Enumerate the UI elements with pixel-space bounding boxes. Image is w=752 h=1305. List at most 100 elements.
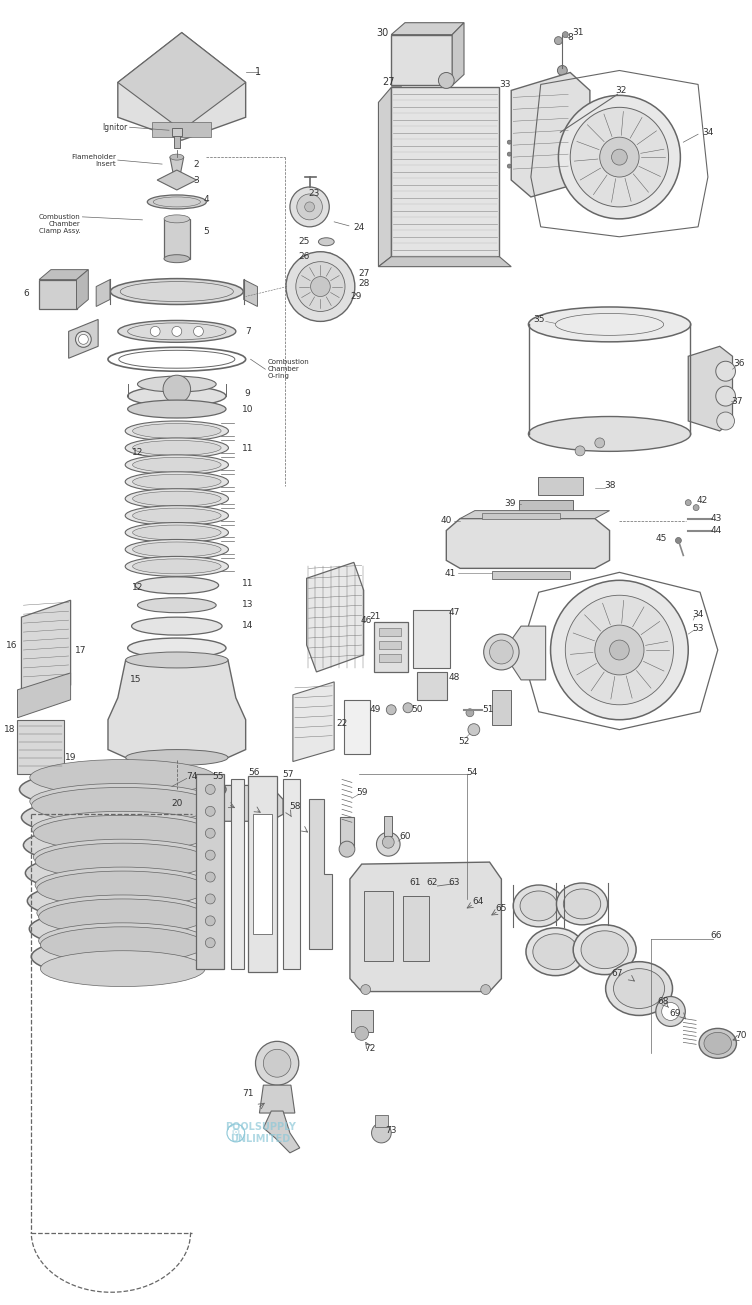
Ellipse shape xyxy=(37,870,208,907)
Polygon shape xyxy=(118,33,246,130)
Ellipse shape xyxy=(128,386,226,406)
Polygon shape xyxy=(68,320,99,359)
Text: 24: 24 xyxy=(353,223,365,232)
Bar xyxy=(351,1010,372,1032)
Circle shape xyxy=(205,916,215,925)
Text: 34: 34 xyxy=(693,609,704,619)
Polygon shape xyxy=(391,87,499,257)
Text: 30: 30 xyxy=(376,27,388,38)
Text: Combustion
Chamber
Clamp Assy.: Combustion Chamber Clamp Assy. xyxy=(38,214,80,234)
Ellipse shape xyxy=(126,749,228,766)
Bar xyxy=(340,817,354,847)
Circle shape xyxy=(205,872,215,882)
Polygon shape xyxy=(511,626,546,680)
Circle shape xyxy=(361,984,371,994)
Polygon shape xyxy=(231,779,244,968)
Ellipse shape xyxy=(32,812,214,847)
Ellipse shape xyxy=(132,559,221,574)
Polygon shape xyxy=(157,170,196,191)
Circle shape xyxy=(610,639,629,660)
Ellipse shape xyxy=(125,438,229,458)
Text: 44: 44 xyxy=(710,526,721,535)
Polygon shape xyxy=(39,270,88,279)
Polygon shape xyxy=(452,22,464,85)
Polygon shape xyxy=(417,672,447,699)
Circle shape xyxy=(150,326,160,337)
Circle shape xyxy=(339,842,355,857)
Circle shape xyxy=(403,878,415,890)
Ellipse shape xyxy=(170,154,183,161)
Text: 41: 41 xyxy=(444,569,456,578)
Circle shape xyxy=(550,581,688,720)
Text: 72: 72 xyxy=(364,1044,375,1053)
Ellipse shape xyxy=(132,440,221,455)
Circle shape xyxy=(205,850,215,860)
Text: 26: 26 xyxy=(299,252,310,261)
Text: ⚙: ⚙ xyxy=(231,1128,241,1138)
Circle shape xyxy=(570,107,669,207)
Ellipse shape xyxy=(35,843,211,880)
Ellipse shape xyxy=(30,760,216,795)
Ellipse shape xyxy=(138,376,216,392)
Polygon shape xyxy=(17,673,71,718)
Text: 43: 43 xyxy=(710,514,721,523)
Text: 34: 34 xyxy=(702,128,714,137)
Ellipse shape xyxy=(318,238,334,245)
Circle shape xyxy=(656,997,685,1027)
Text: 13: 13 xyxy=(242,600,253,608)
Text: 71: 71 xyxy=(242,1088,253,1098)
Circle shape xyxy=(256,1041,299,1086)
Ellipse shape xyxy=(614,968,665,1009)
Text: 8: 8 xyxy=(567,33,573,42)
Ellipse shape xyxy=(533,934,578,970)
Text: 27: 27 xyxy=(382,77,395,87)
Polygon shape xyxy=(21,600,71,699)
Circle shape xyxy=(566,595,674,705)
Ellipse shape xyxy=(164,254,190,262)
Ellipse shape xyxy=(118,321,236,342)
Ellipse shape xyxy=(132,508,221,523)
Ellipse shape xyxy=(20,769,226,810)
Ellipse shape xyxy=(164,215,190,223)
Polygon shape xyxy=(74,786,283,821)
Text: 19: 19 xyxy=(65,753,77,762)
Ellipse shape xyxy=(135,577,219,594)
Ellipse shape xyxy=(605,962,672,1015)
Circle shape xyxy=(554,37,562,44)
Ellipse shape xyxy=(37,895,208,930)
Bar xyxy=(403,897,429,962)
Ellipse shape xyxy=(38,923,207,959)
Circle shape xyxy=(296,262,345,312)
Text: 39: 39 xyxy=(505,499,516,508)
Text: 73: 73 xyxy=(386,1126,397,1135)
Ellipse shape xyxy=(132,457,221,472)
Ellipse shape xyxy=(35,867,211,903)
Ellipse shape xyxy=(38,899,207,934)
Ellipse shape xyxy=(581,930,628,968)
Bar xyxy=(174,136,180,149)
Text: 45: 45 xyxy=(655,534,666,543)
Polygon shape xyxy=(118,33,246,140)
Ellipse shape xyxy=(125,556,229,577)
Circle shape xyxy=(172,326,182,337)
Circle shape xyxy=(716,361,735,381)
Polygon shape xyxy=(196,774,224,968)
Ellipse shape xyxy=(128,401,226,418)
Ellipse shape xyxy=(138,598,216,612)
Circle shape xyxy=(490,639,513,664)
Circle shape xyxy=(559,95,681,219)
Text: 70: 70 xyxy=(735,1031,747,1040)
Circle shape xyxy=(468,724,480,736)
Polygon shape xyxy=(283,779,300,968)
Text: 31: 31 xyxy=(572,29,584,37)
Polygon shape xyxy=(391,35,452,85)
Circle shape xyxy=(205,938,215,947)
Circle shape xyxy=(75,331,91,347)
Text: 59: 59 xyxy=(356,788,368,797)
Circle shape xyxy=(305,202,314,211)
Ellipse shape xyxy=(573,925,636,975)
Circle shape xyxy=(508,140,511,144)
Bar xyxy=(519,500,573,512)
Ellipse shape xyxy=(556,883,608,925)
Bar xyxy=(538,476,583,495)
